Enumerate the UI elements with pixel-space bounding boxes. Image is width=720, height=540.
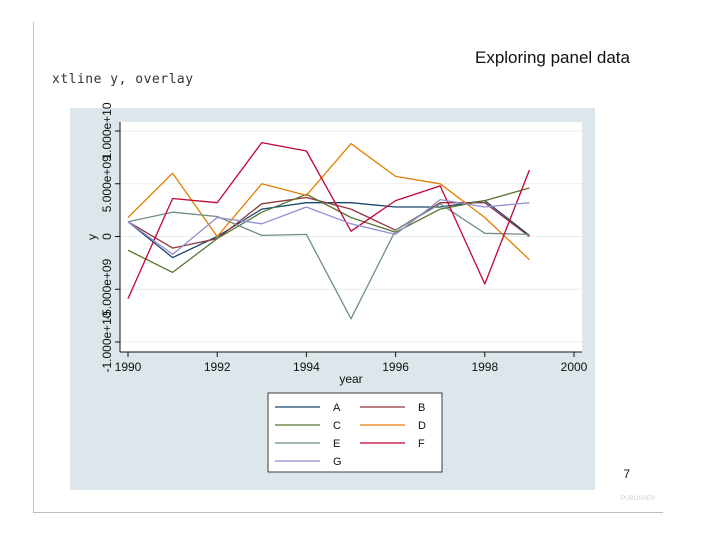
series-line-c: [127, 187, 530, 274]
y-tick-label: 1.000e+10: [100, 102, 114, 159]
series-line-f: [127, 141, 531, 299]
legend-label-b: B: [418, 402, 425, 414]
x-tick-label: 1998: [471, 360, 498, 374]
series-line-d: [127, 143, 530, 261]
legend: A B C D E F G: [267, 392, 443, 473]
slide-frame-bottom: [33, 512, 663, 513]
stata-command: xtline y, overlay: [52, 72, 194, 87]
series-line-e: [127, 203, 530, 320]
y-axis-title: y: [85, 234, 99, 240]
legend-label-a: A: [333, 402, 341, 414]
page-number: 7: [623, 467, 630, 481]
tick-labels: -1.000e+10-5.000e+09 0 5.000e+091.000e+10 1…: [100, 102, 588, 374]
legend-label-g: G: [333, 456, 342, 468]
legend-label-c: C: [333, 420, 341, 432]
slide-title: Exploring panel data: [474, 48, 630, 67]
legend-label-f: F: [418, 438, 425, 450]
x-tick-label: 1990: [115, 360, 142, 374]
y-tick-label: -5.000e+09: [100, 258, 114, 319]
x-tick-label: 1992: [204, 360, 231, 374]
x-tick-label: 2000: [561, 360, 588, 374]
axes: [115, 122, 582, 357]
legend-label-d: D: [418, 420, 426, 432]
series-line-g: [127, 198, 530, 256]
y-tick-label: 0: [100, 233, 114, 240]
series-lines: [127, 141, 531, 320]
y-tick-label: -1.000e+10: [100, 311, 114, 372]
footer-text: PUBLISHER: [620, 496, 655, 502]
legend-box: [267, 392, 443, 473]
slide-frame-left: [33, 22, 34, 512]
x-tick-label: 1996: [382, 360, 409, 374]
legend-label-e: E: [333, 438, 340, 450]
x-tick-label: 1994: [293, 360, 320, 374]
y-tick-label: 5.000e+09: [100, 155, 114, 212]
x-axis-title: year: [339, 372, 362, 386]
